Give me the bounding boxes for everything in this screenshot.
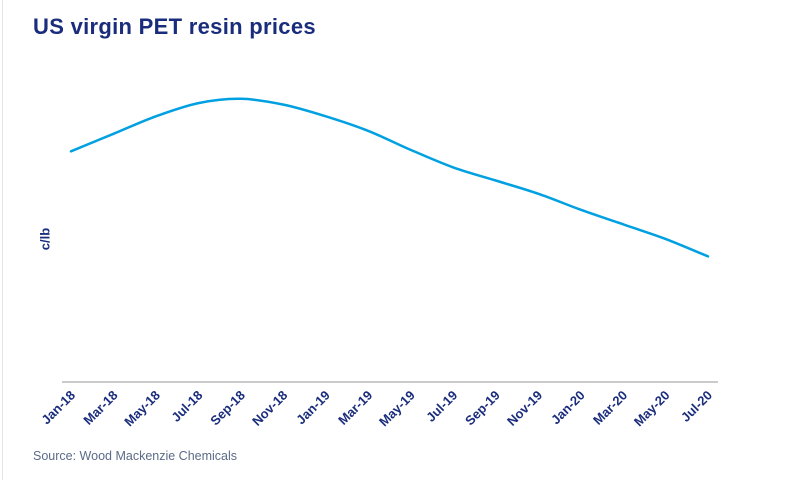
x-axis-label: Sep-18 [207, 388, 248, 429]
x-axis-label: Nov-18 [249, 388, 290, 429]
x-axis-tick-labels: Jan-18 Mar-18 May-18 Jul-18 Sep-18 Nov-18 Jan-… [38, 388, 715, 430]
y-axis-label: c/lb [37, 227, 53, 251]
x-axis-label: May-20 [631, 388, 673, 430]
panel-left-edge-divider [2, 0, 3, 480]
x-axis-label: May-18 [121, 388, 163, 430]
x-axis-label: Mar-19 [335, 388, 375, 428]
x-axis-label: Nov-19 [504, 388, 545, 429]
x-axis-label: Jan-20 [548, 388, 588, 428]
x-axis-label: Sep-19 [462, 388, 503, 429]
x-axis-label: Jul-18 [168, 388, 205, 425]
x-axis-label: Jan-19 [293, 388, 333, 428]
x-axis-label: Mar-18 [80, 388, 120, 428]
x-axis-label: May-19 [376, 388, 418, 430]
x-axis-label: Jul-19 [423, 388, 460, 425]
x-axis-label: Mar-20 [590, 388, 630, 428]
x-axis-label: Jan-18 [38, 388, 78, 428]
price-line [69, 97, 710, 258]
x-axis-label: Jul-20 [678, 388, 715, 425]
price-line-series [69, 97, 710, 258]
chart-title: US virgin PET resin prices [33, 14, 316, 39]
source-note: Source: Wood Mackenzie Chemicals [33, 449, 238, 463]
